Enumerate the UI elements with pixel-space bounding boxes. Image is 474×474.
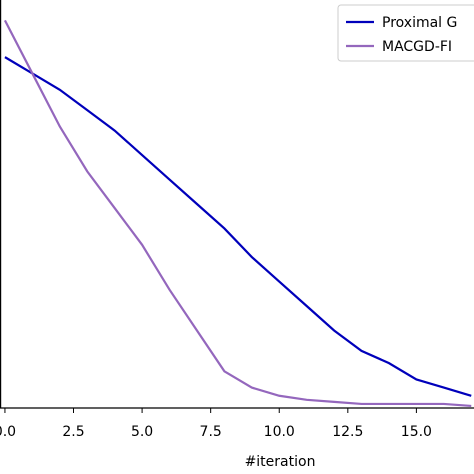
legend-label: MACGD-FI: [382, 39, 452, 55]
x-axis-label: #iteration: [245, 454, 316, 470]
series-line: [4, 56, 472, 397]
x-tick-label: 15.0: [401, 424, 432, 440]
x-tick-label: 10.0: [264, 424, 295, 440]
series-line: [3, 19, 472, 408]
x-tick-label: 5.0: [131, 424, 153, 440]
x-tick-label: 12.5: [332, 424, 363, 440]
x-tick-label: 0.0: [0, 424, 16, 440]
x-tick-label: 7.5: [200, 424, 222, 440]
legend-label: Proximal G: [382, 15, 457, 31]
x-tick-label: 2.5: [62, 424, 84, 440]
